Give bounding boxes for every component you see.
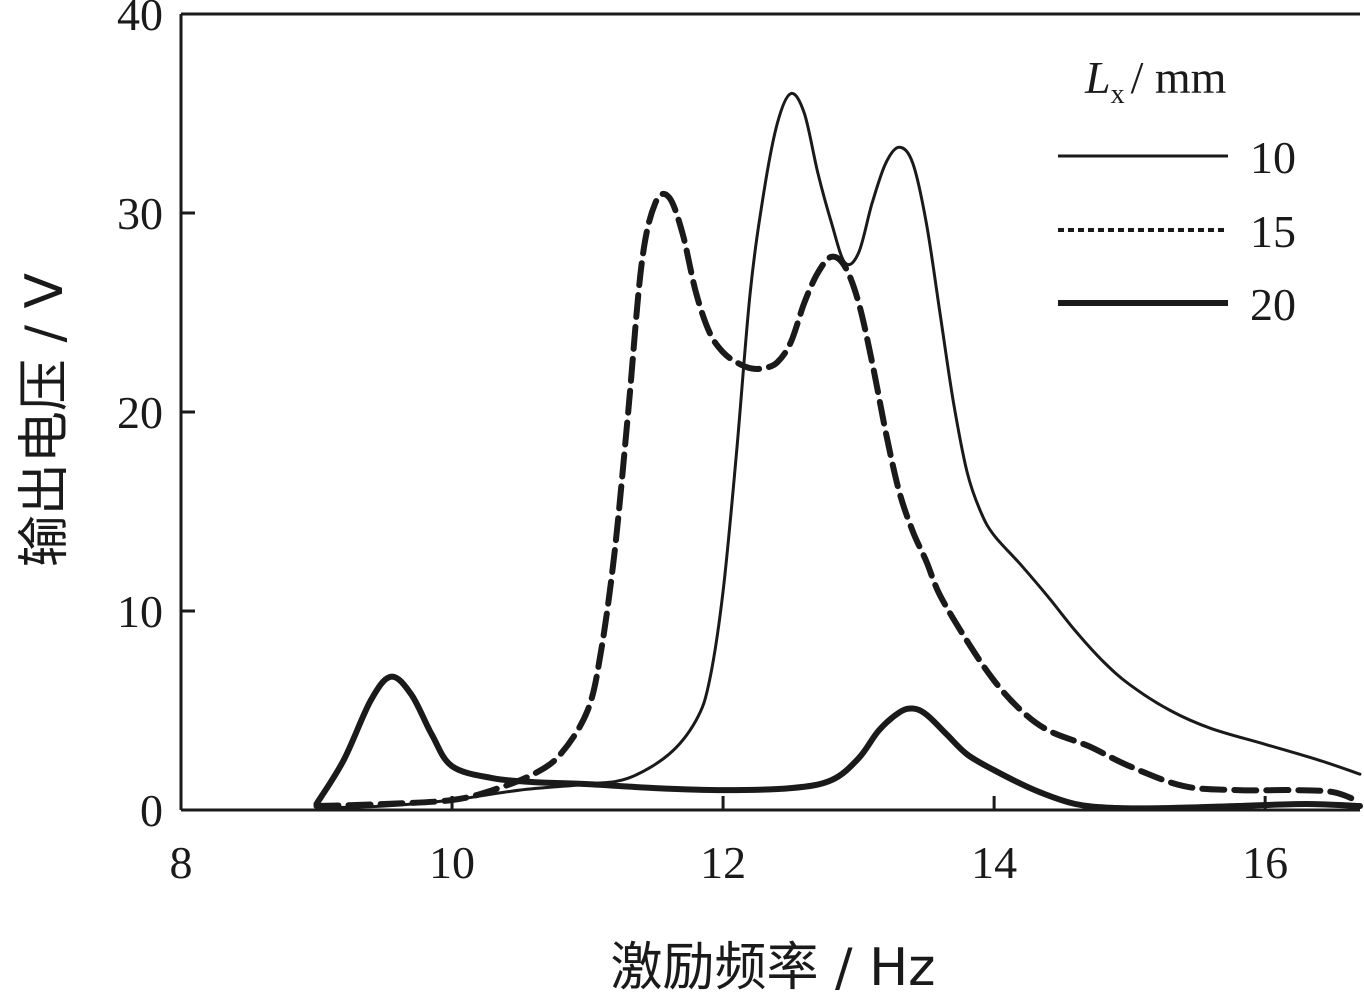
y-tick-label: 10 bbox=[117, 586, 163, 637]
x-tick-label: 12 bbox=[700, 837, 746, 888]
legend-label-20: 20 bbox=[1250, 279, 1296, 330]
series-layer bbox=[313, 91, 1363, 812]
x-tick-label: 16 bbox=[1242, 837, 1288, 888]
ticks: 8 10 12 14 16 0 10 20 30 40 bbox=[117, 0, 1288, 888]
series-line-10 bbox=[315, 91, 1362, 810]
x-tick-label: 10 bbox=[429, 837, 475, 888]
legend-label-10: 10 bbox=[1250, 132, 1296, 183]
plot-frame bbox=[179, 12, 1360, 812]
y-tick-label: 40 bbox=[117, 0, 163, 40]
legend-title-sub: x bbox=[1111, 79, 1125, 110]
legend-title: Lx / mm bbox=[1084, 52, 1227, 110]
y-tick-label: 0 bbox=[140, 785, 163, 836]
y-tick-label: 30 bbox=[117, 188, 163, 239]
x-tick-label: 8 bbox=[170, 837, 193, 888]
y-axis-title: 输出电压 / V bbox=[15, 272, 75, 567]
legend-label-15: 15 bbox=[1250, 206, 1296, 257]
y-tick-label: 20 bbox=[117, 387, 163, 438]
x-axis-title: 激励频率 / Hz bbox=[611, 938, 936, 998]
series-line-20 bbox=[313, 673, 1363, 812]
x-tick-label: 14 bbox=[971, 837, 1017, 888]
series-line-15 bbox=[313, 190, 1363, 809]
legend: Lx / mm 10 15 20 bbox=[1058, 52, 1296, 330]
legend-title-unit: / mm bbox=[1131, 52, 1227, 103]
legend-title-var: L bbox=[1084, 52, 1111, 103]
